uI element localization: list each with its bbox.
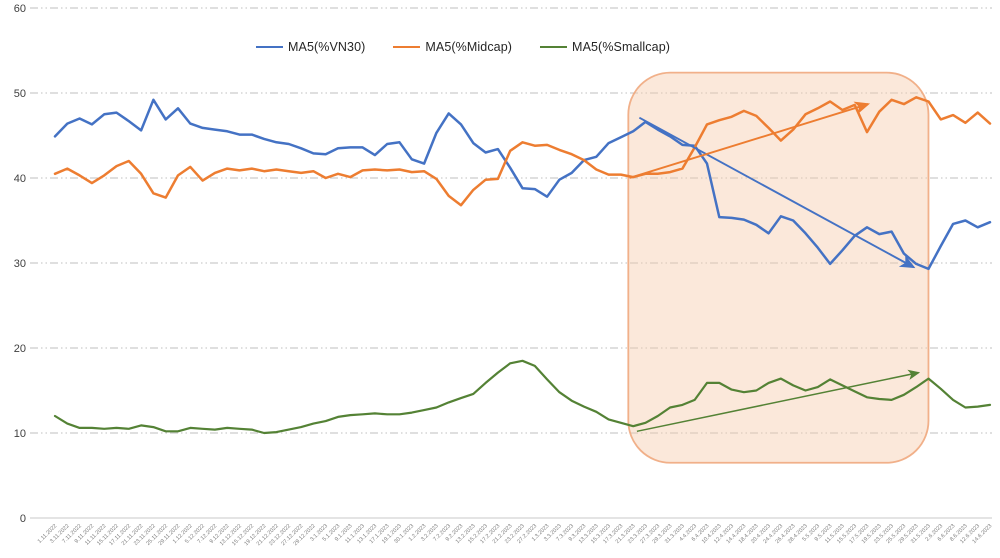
legend-label-vn30: MA5(%VN30): [287, 40, 366, 54]
chart-legend: MA5(%VN30) MA5(%Midcap) MA5(%Smallcap): [255, 40, 670, 54]
y-tick-label: 20: [14, 343, 26, 355]
y-tick-label: 30: [14, 258, 26, 270]
vn30-line-swatch: [255, 45, 283, 49]
smallcap-uptrend-arrow: [636, 369, 921, 433]
x-axis-labels: 1.11.20223.11.20227.11.20229.11.202211.1…: [37, 523, 994, 547]
y-tick-label: 50: [14, 88, 26, 100]
legend-label-midcap: MA5(%Midcap): [425, 40, 513, 54]
midcap-uptrend-arrow: [629, 101, 871, 179]
y-axis-labels: 0 10 20 30 40 50 60: [14, 3, 26, 525]
gridlines: [30, 7, 992, 519]
smallcap-line-swatch: [540, 45, 568, 49]
series-line-0: [53, 98, 992, 271]
legend-item-smallcap: MA5(%Smallcap): [540, 40, 670, 54]
y-tick-label: 10: [14, 428, 26, 440]
midcap-line-swatch: [393, 45, 421, 49]
y-tick-label: 40: [14, 173, 26, 185]
vn30-downtrend-arrow: [638, 116, 916, 269]
legend-item-midcap: MA5(%Midcap): [393, 40, 512, 54]
series-line-2: [53, 359, 992, 435]
legend-item-vn30: MA5(%VN30): [255, 40, 366, 54]
y-tick-label: 60: [14, 3, 26, 15]
legend-label-smallcap: MA5(%Smallcap): [572, 40, 671, 54]
y-tick-label: 0: [20, 513, 26, 525]
series-line-1: [53, 96, 992, 207]
